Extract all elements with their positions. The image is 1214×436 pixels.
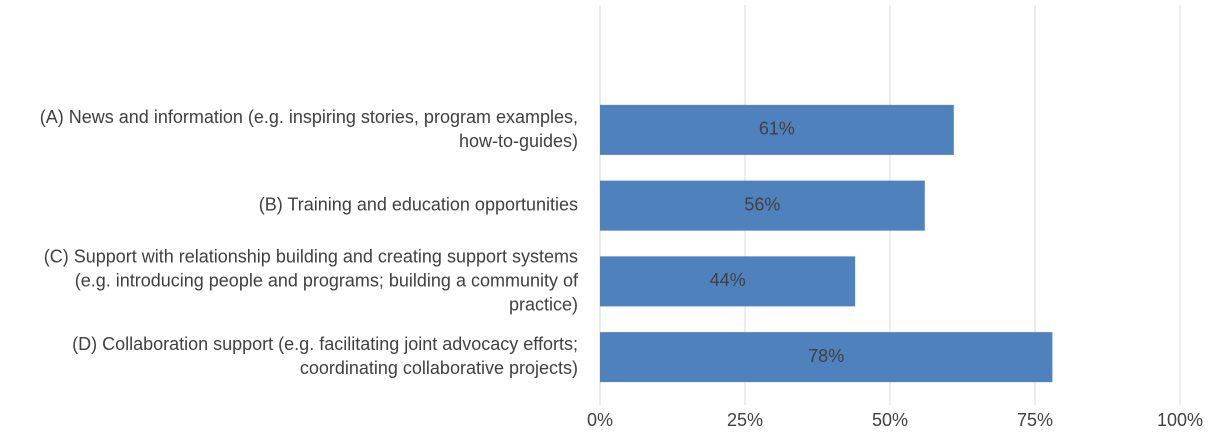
data-label: 56% (744, 194, 780, 214)
y-tick-label: (D) Collaboration support (e.g. facilita… (72, 334, 578, 378)
data-label: 61% (759, 119, 795, 139)
bar (600, 104, 954, 155)
data-label: 78% (808, 346, 844, 366)
data-label: 44% (710, 270, 746, 290)
x-tick-label: 75% (1017, 410, 1053, 430)
x-tick-label: 100% (1157, 410, 1203, 430)
x-tick-label: 50% (872, 410, 908, 430)
y-tick-label: (A) News and information (e.g. inspiring… (40, 107, 578, 151)
y-tick-label: (B) Training and education opportunities (259, 194, 578, 214)
bar (600, 332, 1053, 383)
y-tick-label: (C) Support with relationship building a… (44, 246, 579, 314)
bar (600, 180, 925, 231)
bar (600, 256, 856, 307)
x-tick-label: 25% (727, 410, 763, 430)
x-tick-label: 0% (587, 410, 613, 430)
